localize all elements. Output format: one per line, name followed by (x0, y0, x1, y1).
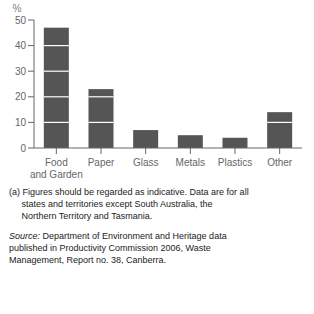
svg-text:%: % (13, 3, 22, 14)
html-text:Northern Territory and Tasmani: Northern Territory and Tasmania. (9, 211, 153, 221)
html-text:published in Productivity Comm: published in Productivity Commission 200… (9, 243, 211, 253)
svg-text:10: 10 (15, 117, 27, 128)
html-text:Management, Report no. 38, Can: Management, Report no. 38, Canberra. (9, 255, 167, 265)
svg-text:30: 30 (15, 66, 27, 77)
html-text:Source: Department of Environm: Source: Department of Environment and He… (9, 231, 227, 241)
svg-text:Paper: Paper (88, 157, 115, 168)
svg-text:Metals: Metals (176, 157, 205, 168)
svg-text:50: 50 (15, 15, 27, 26)
html-text:states and territories except: states and territories except South Aust… (9, 199, 213, 209)
svg-text:Plastics: Plastics (218, 157, 252, 168)
svg-text:Glass: Glass (133, 157, 159, 168)
html-text:(a) Figures should be regarded: (a) Figures should be regarded as indica… (9, 187, 249, 197)
svg-text:Foodand Garden: Foodand Garden (30, 157, 83, 180)
svg-text:Other: Other (267, 157, 293, 168)
svg-text:40: 40 (15, 40, 27, 51)
svg-text:0: 0 (20, 143, 26, 154)
svg-text:20: 20 (15, 91, 27, 102)
